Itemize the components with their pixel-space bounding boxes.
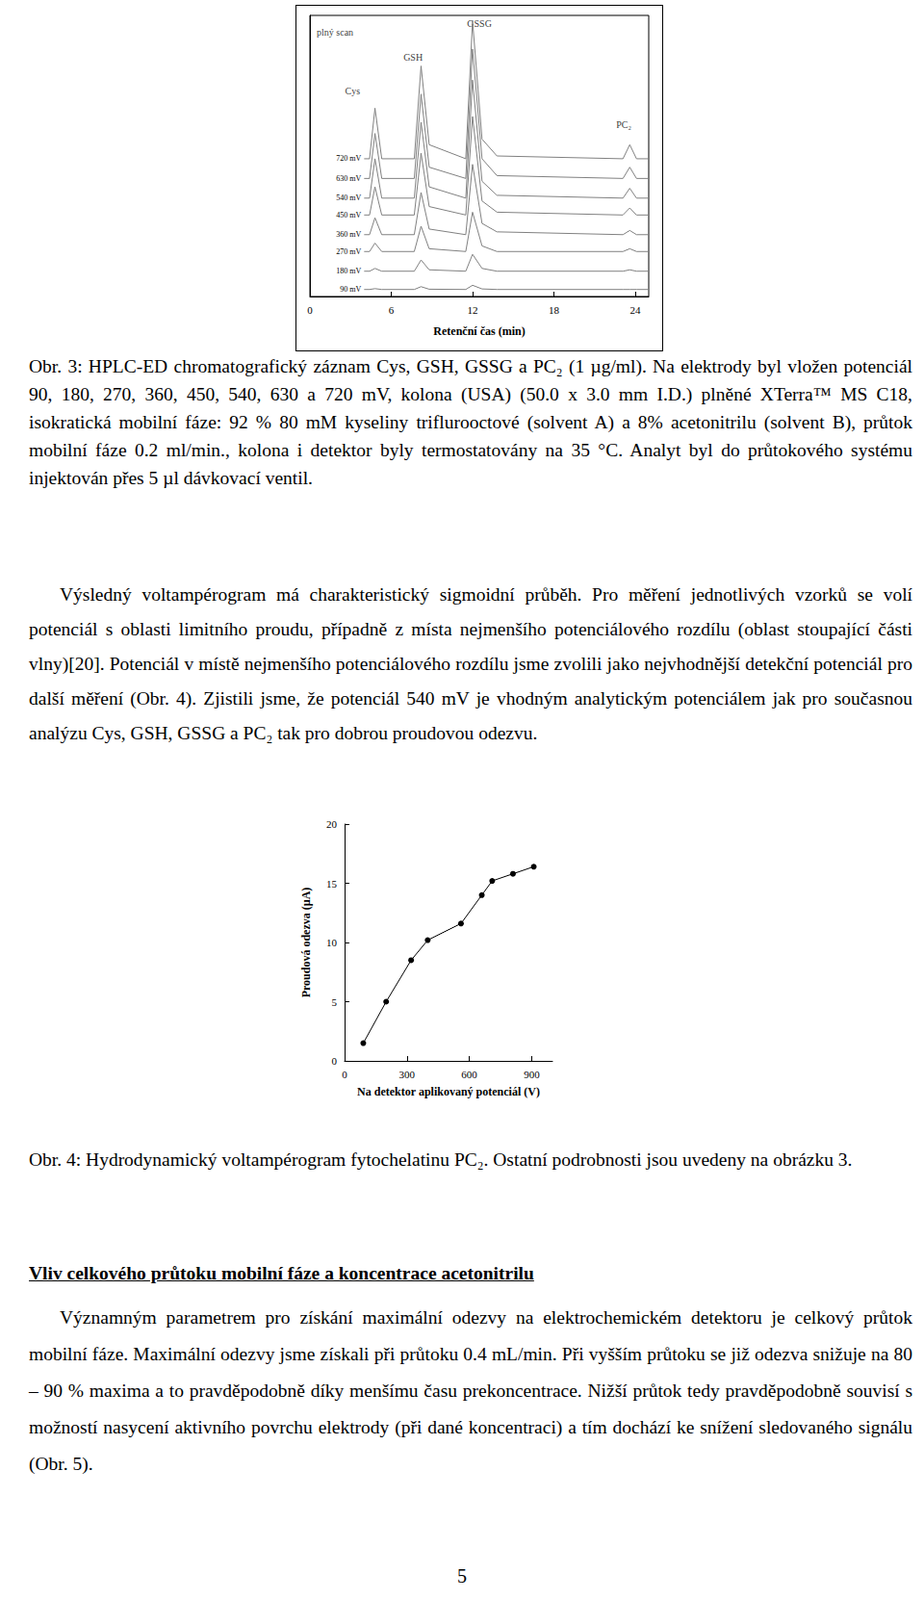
html-text:Vliv celkového průtoku mobilní: Vliv celkového průtoku mobilní fáze a ko… [28,1262,534,1284]
svg-text:600: 600 [461,1068,478,1080]
svg-text:720 mV: 720 mV [335,154,361,163]
svg-text:360 mV: 360 mV [335,230,361,239]
svg-text:5: 5 [332,996,338,1008]
html-text:Obr. 3: HPLC-ED chromatografic: Obr. 3: HPLC-ED chromatografický záznam … [28,356,913,488]
svg-text:450 mV: 450 mV [335,210,361,220]
svg-text:0: 0 [341,1068,348,1080]
svg-text:10: 10 [326,936,338,949]
svg-text:0: 0 [307,304,313,316]
svg-text:90 mV: 90 mV [339,284,361,294]
svg-text:12: 12 [466,304,478,316]
svg-text:300: 300 [399,1068,416,1080]
svg-text:24: 24 [629,304,642,316]
svg-text:540 mV: 540 mV [335,193,361,203]
svg-text:6: 6 [388,304,395,316]
svg-text:900: 900 [523,1068,540,1080]
svg-text:630 mV: 630 mV [335,174,361,183]
svg-text:GSSG: GSSG [466,18,492,29]
svg-text:180 mV: 180 mV [335,266,361,276]
svg-text:Cys: Cys [345,85,361,97]
html-text:5: 5 [457,1565,467,1587]
html-text:Obr. 4: Hydrodynamický voltamp: Obr. 4: Hydrodynamický voltampérogram fy… [28,1149,853,1170]
svg-text:20: 20 [326,818,338,830]
svg-text:Na detektor aplikovaný potenci: Na detektor aplikovaný potenciál (V) [357,1084,540,1099]
html-text:Výsledný voltampérogram má cha: Výsledný voltampérogram má charakteristi… [28,584,913,744]
svg-text:PC₂: PC₂ [616,119,632,130]
svg-text:GSH: GSH [403,51,423,63]
svg-text:Retenční čas (min): Retenční čas (min) [433,324,525,338]
html-text:Významným parametrem pro získá: Významným parametrem pro získání maximál… [28,1307,913,1474]
svg-text:Proudová odezva (µA): Proudová odezva (µA) [299,887,313,999]
svg-text:18: 18 [548,304,561,316]
svg-text:plný scan: plný scan [316,26,354,38]
svg-text:0: 0 [332,1054,338,1067]
svg-text:15: 15 [326,877,338,890]
svg-text:270 mV: 270 mV [335,247,361,257]
